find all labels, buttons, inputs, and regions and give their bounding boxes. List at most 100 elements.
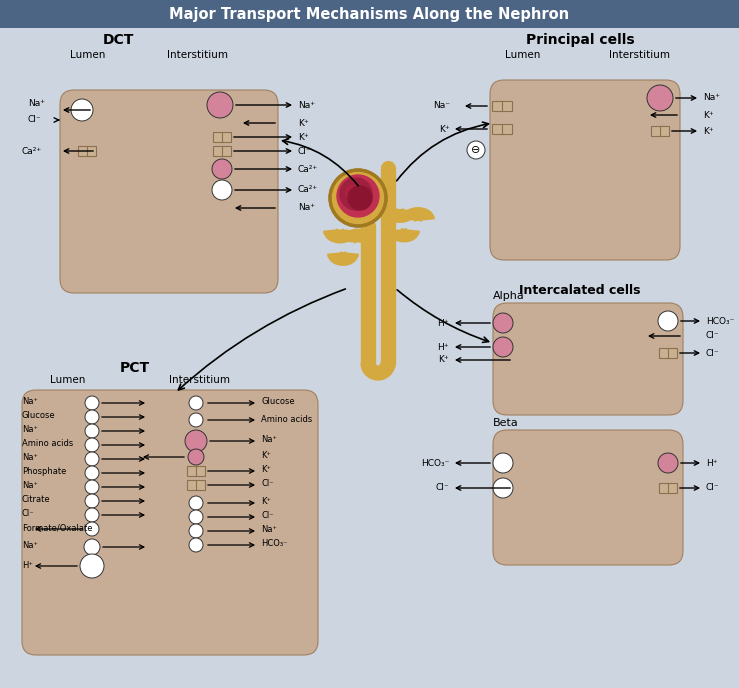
Text: PCT: PCT bbox=[120, 361, 150, 375]
Text: Cl⁻: Cl⁻ bbox=[706, 349, 720, 358]
Circle shape bbox=[357, 193, 369, 205]
Text: H⁺: H⁺ bbox=[22, 561, 33, 570]
Circle shape bbox=[658, 453, 678, 473]
Bar bbox=[213, 146, 231, 156]
Circle shape bbox=[85, 466, 99, 480]
FancyBboxPatch shape bbox=[493, 303, 683, 415]
Circle shape bbox=[85, 410, 99, 424]
Circle shape bbox=[189, 524, 203, 538]
Circle shape bbox=[80, 554, 104, 578]
Text: Na⁺: Na⁺ bbox=[298, 204, 315, 213]
Circle shape bbox=[330, 170, 386, 226]
Circle shape bbox=[71, 99, 93, 121]
Text: Lumen: Lumen bbox=[505, 50, 541, 60]
Circle shape bbox=[85, 508, 99, 522]
Bar bbox=[659, 483, 677, 493]
Text: Na⁺: Na⁺ bbox=[703, 94, 720, 103]
Text: Intercalated cells: Intercalated cells bbox=[520, 283, 641, 297]
Circle shape bbox=[337, 175, 379, 217]
Text: Na⁺: Na⁺ bbox=[28, 98, 45, 107]
Bar bbox=[659, 348, 677, 358]
Text: K⁺: K⁺ bbox=[703, 127, 714, 136]
Text: K⁺: K⁺ bbox=[261, 497, 271, 506]
Circle shape bbox=[185, 430, 207, 452]
Text: Ca²⁺: Ca²⁺ bbox=[298, 186, 318, 195]
Text: K⁺: K⁺ bbox=[261, 451, 271, 460]
Circle shape bbox=[188, 449, 204, 465]
Circle shape bbox=[493, 337, 513, 357]
Text: H⁺: H⁺ bbox=[437, 319, 449, 327]
Text: K⁺: K⁺ bbox=[703, 111, 714, 120]
Text: Interstitium: Interstitium bbox=[169, 375, 231, 385]
Circle shape bbox=[85, 438, 99, 452]
Text: H⁺: H⁺ bbox=[706, 458, 718, 468]
Text: Na⁺: Na⁺ bbox=[261, 436, 277, 444]
Text: Amino acids: Amino acids bbox=[22, 440, 73, 449]
Circle shape bbox=[207, 92, 233, 118]
Text: Na⁺: Na⁺ bbox=[22, 453, 38, 462]
Circle shape bbox=[647, 85, 673, 111]
Text: Major Transport Mechanisms Along the Nephron: Major Transport Mechanisms Along the Nep… bbox=[169, 6, 570, 21]
Text: Formate/Oxalate: Formate/Oxalate bbox=[22, 524, 92, 533]
Circle shape bbox=[493, 453, 513, 473]
Circle shape bbox=[467, 141, 485, 159]
Text: Na⁻: Na⁻ bbox=[433, 102, 450, 111]
Bar bbox=[492, 101, 512, 111]
Bar bbox=[187, 480, 205, 490]
Bar bbox=[78, 146, 96, 156]
Text: Na⁺: Na⁺ bbox=[261, 526, 277, 535]
Text: Cl⁻: Cl⁻ bbox=[28, 116, 41, 125]
Circle shape bbox=[85, 424, 99, 438]
Text: Interstitium: Interstitium bbox=[168, 50, 228, 60]
Circle shape bbox=[84, 539, 100, 555]
Text: Phosphate: Phosphate bbox=[22, 468, 67, 477]
Text: Cl⁻: Cl⁻ bbox=[261, 511, 273, 521]
Circle shape bbox=[658, 311, 678, 331]
Text: Na⁺: Na⁺ bbox=[22, 425, 38, 435]
Circle shape bbox=[353, 185, 363, 195]
Circle shape bbox=[85, 452, 99, 466]
FancyBboxPatch shape bbox=[22, 390, 318, 655]
FancyBboxPatch shape bbox=[60, 90, 278, 293]
Text: Alpha: Alpha bbox=[493, 291, 525, 301]
Text: HCO₃⁻: HCO₃⁻ bbox=[420, 458, 449, 468]
Circle shape bbox=[189, 413, 203, 427]
Text: ⊖: ⊖ bbox=[471, 145, 480, 155]
Bar bbox=[492, 124, 512, 134]
Text: Cl⁻: Cl⁻ bbox=[435, 484, 449, 493]
Text: Ca²⁺: Ca²⁺ bbox=[298, 164, 318, 173]
Text: Ca²⁺: Ca²⁺ bbox=[22, 147, 42, 155]
Text: Principal cells: Principal cells bbox=[525, 33, 634, 47]
Text: Cl⁻: Cl⁻ bbox=[706, 484, 720, 493]
Text: Cl⁻: Cl⁻ bbox=[706, 332, 720, 341]
Circle shape bbox=[493, 313, 513, 333]
Text: Lumen: Lumen bbox=[50, 375, 86, 385]
Circle shape bbox=[189, 396, 203, 410]
Circle shape bbox=[85, 396, 99, 410]
Text: Na⁺: Na⁺ bbox=[298, 100, 315, 109]
FancyBboxPatch shape bbox=[490, 80, 680, 260]
Bar bbox=[0, 0, 739, 28]
FancyBboxPatch shape bbox=[493, 430, 683, 565]
Circle shape bbox=[493, 478, 513, 498]
Text: Na⁺: Na⁺ bbox=[22, 541, 38, 550]
Text: Glucose: Glucose bbox=[261, 398, 295, 407]
Bar bbox=[187, 466, 205, 476]
Text: Cl⁻: Cl⁻ bbox=[261, 480, 273, 488]
Text: Beta: Beta bbox=[493, 418, 519, 428]
Bar bbox=[213, 132, 231, 142]
Circle shape bbox=[189, 538, 203, 552]
Circle shape bbox=[85, 480, 99, 494]
Text: Na⁺: Na⁺ bbox=[22, 398, 38, 407]
Text: H⁺: H⁺ bbox=[437, 343, 449, 352]
Text: Amino acids: Amino acids bbox=[261, 414, 313, 424]
Text: DCT: DCT bbox=[102, 33, 134, 47]
Circle shape bbox=[212, 180, 232, 200]
Text: K⁺: K⁺ bbox=[298, 133, 309, 142]
Text: K⁺: K⁺ bbox=[438, 356, 449, 365]
Circle shape bbox=[348, 186, 372, 210]
Text: HCO₃⁻: HCO₃⁻ bbox=[261, 539, 287, 548]
Text: Lumen: Lumen bbox=[70, 50, 106, 60]
Text: K⁺: K⁺ bbox=[261, 466, 271, 475]
Circle shape bbox=[189, 510, 203, 524]
